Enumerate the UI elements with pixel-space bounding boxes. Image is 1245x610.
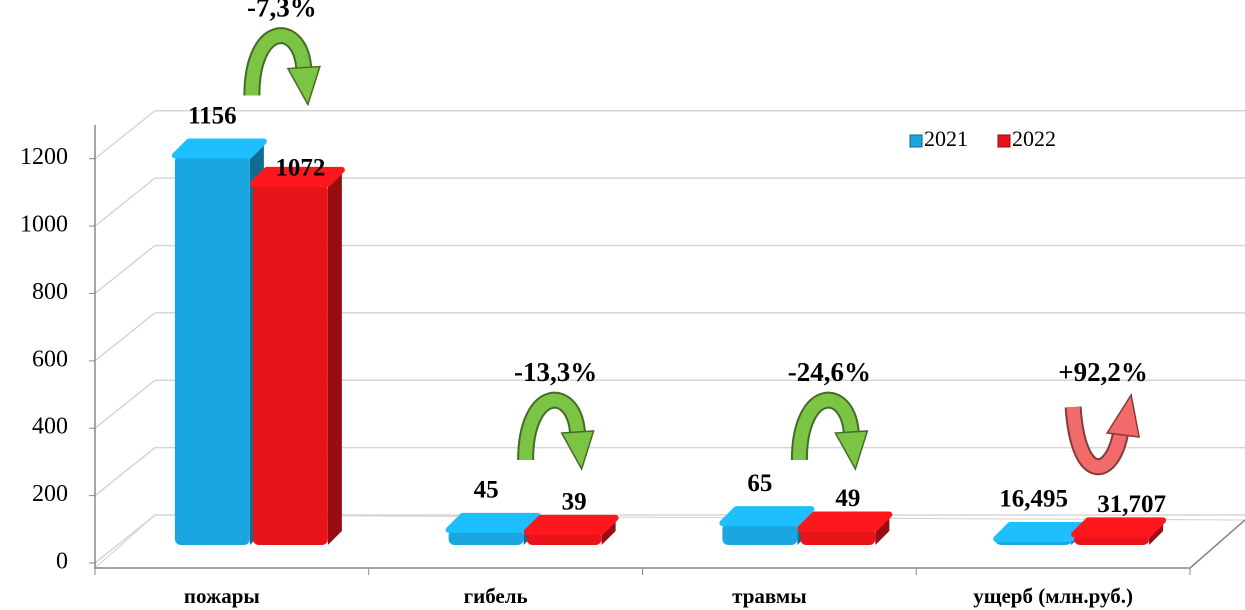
bar-top: [523, 514, 619, 535]
bar-top: [797, 511, 893, 532]
y-tick-label: 1000: [20, 212, 68, 238]
y-tick-label: 400: [32, 414, 68, 440]
value-label: 31,707: [1097, 491, 1166, 518]
legend-swatch: [997, 134, 1011, 148]
bar: [448, 529, 524, 545]
y-tick-label: 600: [32, 346, 68, 372]
arrow-head: [834, 430, 869, 471]
bar-top: [1071, 517, 1167, 538]
value-label: 45: [474, 477, 499, 504]
grid-line: [94, 109, 1245, 160]
bar-top: [993, 522, 1089, 542]
bar-top: [249, 166, 345, 187]
annotation: +92,2%: [1058, 357, 1148, 387]
arrow: [792, 393, 858, 461]
legend-swatch: [909, 134, 923, 148]
bar-top: [171, 138, 267, 159]
arrow: [1066, 406, 1128, 474]
value-label: 16,495: [999, 486, 1068, 513]
x-tick-label: ущерб (млн.руб.): [973, 584, 1133, 608]
value-label: 1072: [275, 155, 325, 182]
legend-label: 2021: [924, 126, 968, 151]
y-tick-label: 200: [32, 481, 68, 507]
y-tick-label: 1200: [20, 144, 68, 170]
bar-top: [445, 512, 541, 533]
bar: [800, 528, 876, 545]
bar: [252, 183, 328, 545]
annotation: -24,6%: [788, 357, 871, 387]
arrow: [519, 393, 585, 461]
y-tick-label: 0: [56, 549, 68, 575]
value-label: 39: [562, 489, 587, 516]
value-label: 49: [835, 485, 860, 512]
arrow-head: [560, 430, 595, 471]
x-tick-label: пожары: [184, 584, 260, 608]
bar: [722, 523, 798, 545]
value-label: 1156: [188, 102, 237, 129]
bar: [526, 531, 602, 545]
arrow-head: [1105, 392, 1141, 438]
y-tick-label: 800: [32, 279, 68, 305]
bar-side: [327, 169, 342, 545]
floor-edge: [1189, 519, 1245, 569]
grid-line: [94, 177, 1245, 227]
arrow-head: [286, 65, 321, 107]
grid-line: [94, 446, 1245, 497]
grid-line: [94, 244, 1245, 295]
annotation: -7,3%: [247, 0, 317, 23]
legend-label: 2022: [1012, 126, 1056, 151]
x-tick-label: травмы: [732, 584, 806, 608]
grid-line: [94, 379, 1245, 429]
arrow: [245, 29, 311, 96]
annotation: -13,3%: [514, 357, 597, 387]
grid-line: [94, 312, 1245, 362]
bar-top: [719, 506, 815, 527]
value-label: 65: [747, 470, 772, 497]
bar: [174, 155, 250, 546]
x-tick-label: гибель: [464, 584, 528, 608]
